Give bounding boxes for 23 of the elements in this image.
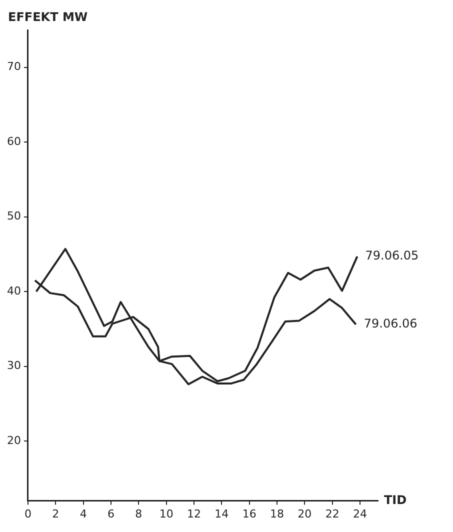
x-tick-label: 8 bbox=[135, 507, 142, 520]
y-tick-label: 70 bbox=[6, 60, 21, 74]
series-label: 79.06.05 bbox=[365, 248, 419, 263]
y-tick-label: 40 bbox=[6, 284, 21, 298]
x-tick-label: 20 bbox=[298, 507, 312, 520]
y-tick-label: 20 bbox=[6, 434, 21, 447]
y-tick-label: 50 bbox=[6, 210, 21, 223]
x-tick-label: 6 bbox=[108, 507, 114, 520]
x-tick-label: 24 bbox=[353, 507, 368, 520]
x-tick-label: 18 bbox=[270, 507, 284, 520]
x-tick-label: 0 bbox=[24, 507, 32, 520]
x-tick-label: 2 bbox=[52, 507, 60, 520]
x-tick-label: 10 bbox=[159, 507, 174, 520]
y-axis-title: EFFEKT MW bbox=[8, 10, 88, 24]
x-tick-label: 16 bbox=[242, 507, 256, 520]
series-label: 79.06.06 bbox=[364, 316, 418, 331]
y-tick-label: 60 bbox=[6, 134, 21, 148]
x-tick-label: 12 bbox=[187, 507, 202, 520]
x-tick-label: 4 bbox=[80, 507, 87, 520]
y-tick-label: 30 bbox=[6, 359, 21, 372]
x-tick-label: 14 bbox=[214, 507, 229, 520]
x-axis-title: TID bbox=[384, 492, 407, 507]
x-tick-label: 22 bbox=[325, 507, 340, 520]
